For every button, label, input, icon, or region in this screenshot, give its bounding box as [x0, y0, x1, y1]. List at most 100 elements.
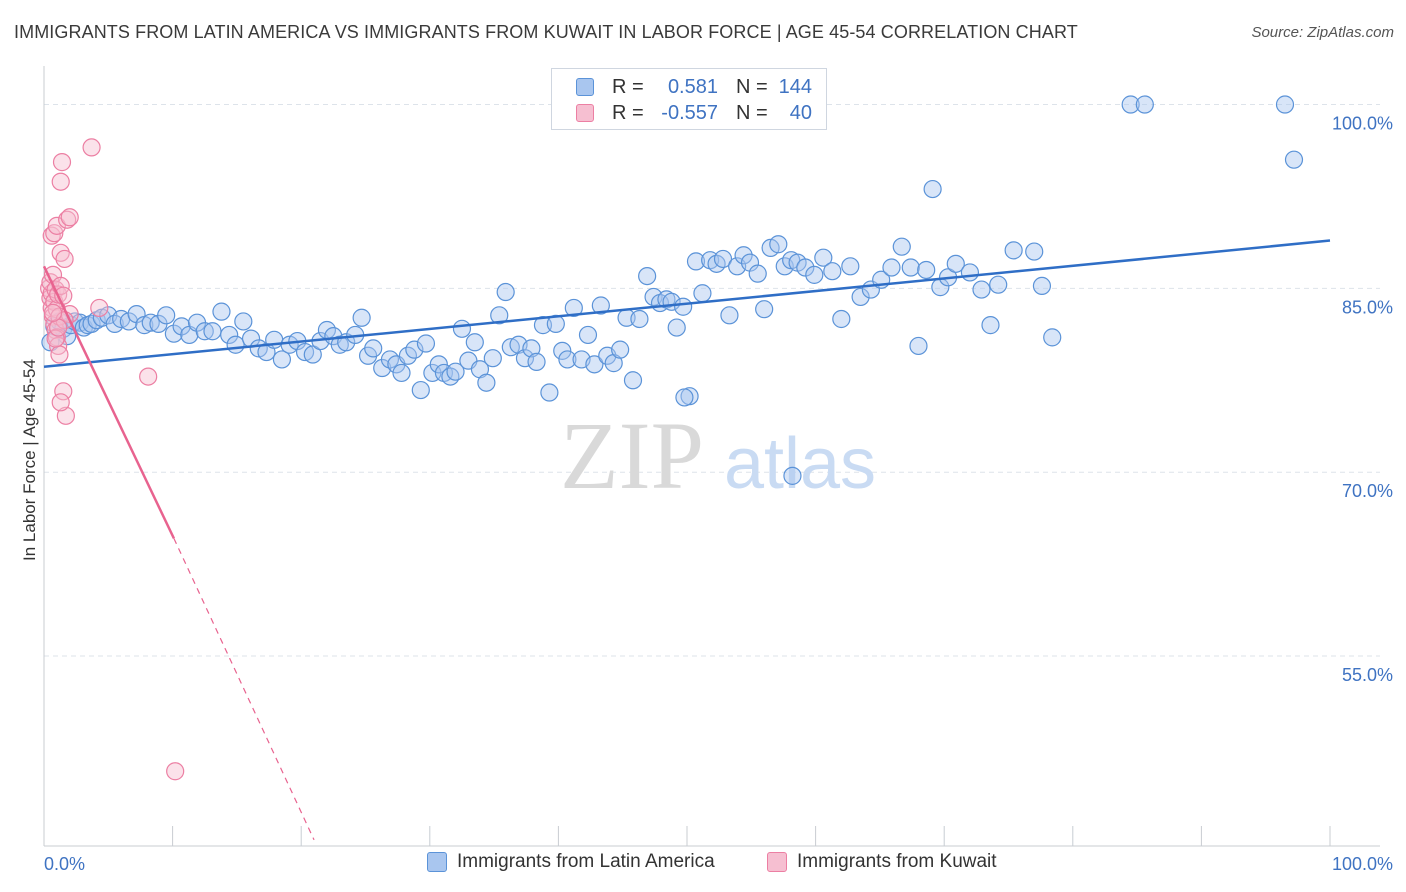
legend-r-value: 0.581 [667, 75, 718, 98]
point-latin-america [638, 266, 657, 286]
legend-r-label: R = [612, 75, 644, 98]
point-latin-america [1025, 242, 1044, 261]
point-latin-america [591, 296, 610, 315]
point-kuwait [51, 393, 70, 412]
point-latin-america [483, 349, 502, 368]
point-kuwait [55, 249, 74, 269]
legend-n-value: 144 [778, 75, 812, 98]
watermark-zip: ZIP [560, 402, 704, 509]
legend-box: R = 0.581 N = 144 R = -0.557 N = 40 [551, 68, 827, 130]
point-latin-america [755, 300, 774, 319]
point-latin-america [490, 306, 509, 325]
point-kuwait [50, 345, 69, 364]
point-latin-america [496, 282, 515, 302]
point-latin-america [203, 322, 222, 341]
trend-line-latin-america [43, 239, 1331, 369]
trend-line-kuwait [42, 265, 176, 539]
point-kuwait [139, 367, 158, 386]
point-latin-america [623, 371, 643, 390]
watermark: ZIP atlas [560, 402, 876, 509]
point-latin-america [841, 257, 860, 276]
point-latin-america [783, 466, 802, 485]
point-latin-america [960, 263, 980, 282]
point-latin-america [392, 363, 411, 383]
point-latin-america [675, 388, 694, 407]
point-latin-america [1121, 95, 1140, 114]
point-latin-america [1135, 95, 1154, 114]
point-latin-america [981, 316, 1000, 335]
point-latin-america [272, 350, 292, 369]
point-latin-america [1284, 150, 1304, 169]
trend-lines [42, 239, 1331, 841]
point-latin-america [630, 309, 649, 329]
point-latin-america [157, 306, 176, 325]
point-kuwait [45, 224, 64, 243]
legend-swatch-blue [576, 78, 594, 96]
point-latin-america [441, 367, 460, 386]
bottom-legend-label-blue: Immigrants from Latin America [457, 851, 715, 872]
point-latin-america [234, 312, 253, 331]
point-latin-america [540, 383, 559, 402]
point-latin-america [416, 334, 436, 353]
point-latin-america [923, 179, 942, 199]
point-latin-america [553, 341, 572, 360]
point-latin-america [667, 318, 686, 337]
legend-r-label: R = [612, 101, 644, 124]
point-latin-america [917, 260, 936, 280]
point-latin-america [195, 322, 214, 341]
point-latin-america [527, 352, 546, 371]
point-kuwait [51, 172, 70, 191]
trend-line-kuwait-extension [173, 538, 315, 841]
legend-row-latin-america: R = 0.581 N = 144 [576, 75, 812, 99]
point-kuwait [90, 298, 109, 318]
y-tick-label: 85.0% [1342, 297, 1393, 317]
x-tick-label: 0.0% [44, 854, 85, 874]
y-tick-label: 55.0% [1342, 665, 1393, 685]
point-latin-america [1032, 276, 1052, 296]
point-latin-america [851, 287, 870, 307]
point-latin-america [946, 254, 965, 273]
legend-r-value: -0.557 [661, 101, 718, 124]
x-tick-label: 100.0% [1332, 854, 1393, 874]
point-kuwait [58, 210, 77, 229]
point-latin-america [814, 248, 833, 267]
chart-title: IMMIGRANTS FROM LATIN AMERICA VS IMMIGRA… [14, 22, 1078, 42]
point-kuwait [46, 329, 65, 348]
point-latin-america [805, 265, 824, 284]
point-latin-america [405, 340, 424, 359]
legend-row-kuwait: R = -0.557 N = 40 [576, 101, 812, 125]
point-latin-america [452, 319, 472, 338]
point-latin-america [1043, 328, 1062, 347]
point-latin-america [429, 355, 448, 374]
grid-lines [44, 104, 1380, 657]
point-latin-america [364, 339, 383, 358]
point-latin-america [882, 258, 901, 277]
point-latin-america [748, 264, 767, 283]
point-latin-america [303, 345, 322, 364]
legend-n-label: N = [736, 75, 768, 98]
point-latin-america [411, 380, 430, 400]
point-latin-america [164, 324, 183, 343]
point-latin-america [1004, 241, 1023, 260]
point-latin-america [686, 252, 706, 271]
bottom-legend-swatch-blue [427, 852, 447, 872]
watermark-atlas: atlas [724, 424, 876, 504]
point-latin-america [674, 297, 693, 316]
point-latin-america [693, 284, 712, 303]
point-latin-america [713, 249, 733, 269]
point-kuwait [42, 226, 61, 245]
point-latin-america [477, 373, 496, 392]
source-label: Source: ZipAtlas.com [1251, 24, 1394, 41]
point-kuwait [82, 138, 101, 157]
point-latin-america [832, 309, 851, 329]
point-latin-america [1275, 95, 1295, 114]
point-kuwait [166, 762, 185, 781]
y-tick-label: 100.0% [1332, 114, 1393, 134]
point-latin-america [515, 349, 535, 368]
point-kuwait [54, 382, 73, 401]
bottom-legend-swatch-pink [767, 852, 787, 872]
point-latin-america [465, 333, 484, 352]
point-latin-america [522, 339, 541, 358]
point-latin-america [720, 306, 739, 325]
